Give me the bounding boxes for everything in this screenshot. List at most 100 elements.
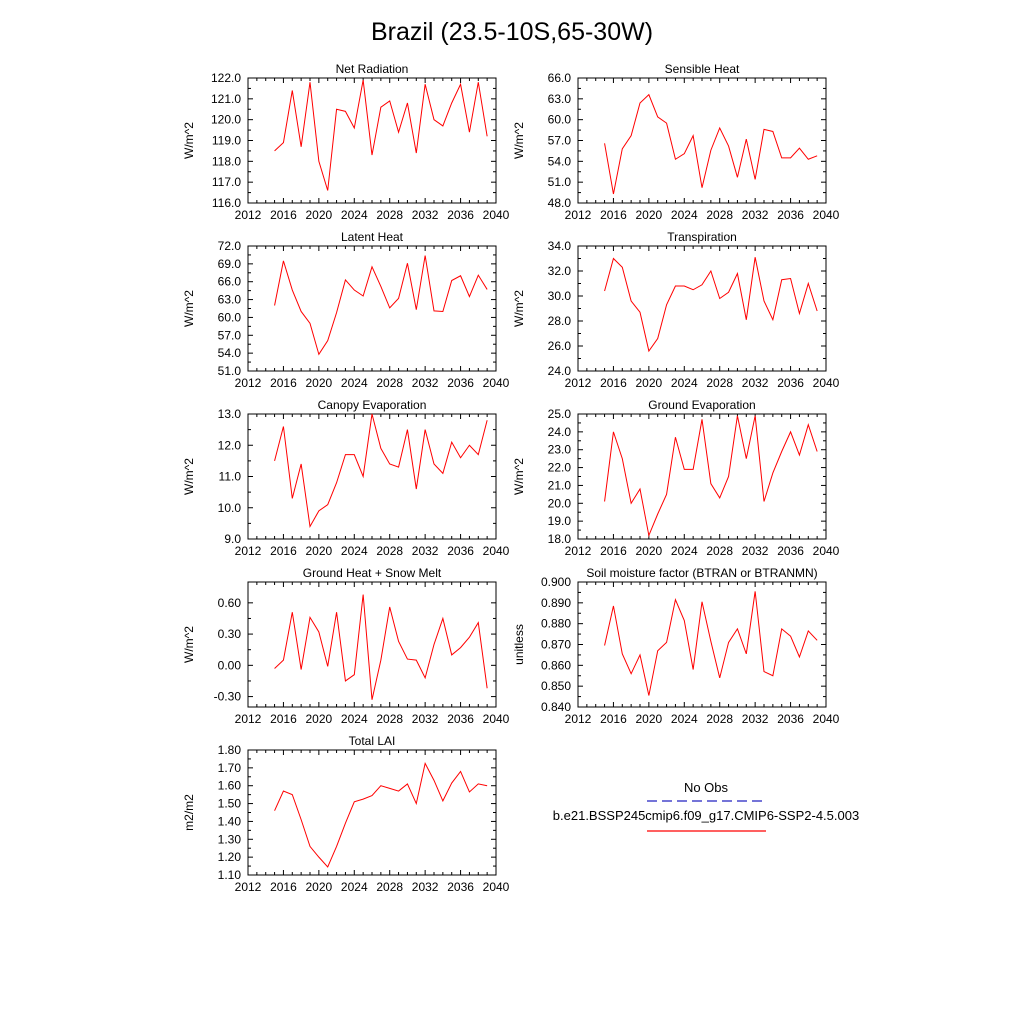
x-tick-label: 2016	[270, 208, 297, 222]
legend-model-label: b.e21.BSSP245cmip6.f09_g17.CMIP6-SSP2-4.…	[553, 808, 859, 823]
plot-frame	[247, 749, 497, 876]
y-axis-label: W/m^2	[182, 458, 196, 495]
x-tick-label: 2020	[306, 880, 333, 894]
series-line-1	[604, 591, 818, 696]
x-tick-label: 2036	[447, 376, 474, 390]
series-line-1	[604, 415, 818, 538]
y-tick-label: 25.0	[548, 407, 572, 421]
y-tick-label: 19.0	[548, 514, 572, 528]
y-tick-label: 9.0	[224, 532, 241, 546]
x-tick-label: 2032	[742, 376, 769, 390]
y-tick-label: 0.00	[218, 658, 242, 672]
y-tick-label: 119.0	[212, 134, 241, 148]
y-tick-label: 121.0	[211, 92, 241, 106]
x-tick-label: 2036	[777, 208, 804, 222]
x-tick-label: 2016	[270, 880, 297, 894]
x-tick-label: 2024	[341, 544, 368, 558]
y-tick-label: 0.840	[541, 700, 571, 714]
y-axis-label: W/m^2	[182, 290, 196, 327]
y-tick-label: 63.0	[548, 92, 572, 106]
y-tick-label: 1.40	[218, 814, 242, 828]
series-line-1	[604, 257, 818, 353]
x-tick-label: 2036	[777, 712, 804, 726]
y-tick-label: 51.0	[218, 364, 242, 378]
panel-5: Canopy Evaporation W/m^2 2012 2016 2020 2024 2…	[182, 398, 510, 558]
x-tick-label: 2032	[412, 712, 439, 726]
y-tick-label: 0.900	[541, 575, 571, 589]
series-line-1	[274, 413, 488, 529]
y-axis-label: W/m^2	[512, 458, 526, 495]
panel-title: Net Radiation	[336, 62, 409, 76]
x-tick-label: 2016	[600, 544, 627, 558]
x-tick-label: 2036	[447, 880, 474, 894]
x-tick-label: 2020	[306, 208, 333, 222]
x-tick-label: 2032	[412, 544, 439, 558]
plot-frame	[577, 413, 827, 540]
series-line-1	[274, 594, 488, 700]
y-tick-label: 1.10	[218, 868, 242, 882]
panel-title: Ground Evaporation	[648, 398, 755, 412]
y-tick-label: 117.0	[212, 175, 241, 189]
y-tick-label: 57.0	[218, 328, 242, 342]
y-axis-label: W/m^2	[182, 626, 196, 663]
figure-title: Brazil (23.5-10S,65-30W)	[371, 18, 653, 46]
y-axis-label: unitless	[512, 624, 526, 665]
y-tick-label: 1.20	[218, 850, 242, 864]
y-tick-label: 122.0	[211, 71, 241, 85]
x-tick-label: 2028	[376, 208, 403, 222]
y-tick-label: 57.0	[548, 134, 572, 148]
x-tick-label: 2016	[270, 544, 297, 558]
x-tick-label: 2020	[636, 208, 663, 222]
x-tick-label: 2036	[777, 376, 804, 390]
x-tick-label: 2032	[412, 376, 439, 390]
y-tick-label: 0.30	[218, 627, 242, 641]
x-tick-label: 2036	[447, 208, 474, 222]
plot-frame	[247, 581, 497, 708]
panel-2: Sensible Heat W/m^2 2012 2016 2020 2024 2028 20…	[512, 62, 840, 222]
x-tick-label: 2040	[813, 544, 840, 558]
x-tick-label: 2016	[600, 376, 627, 390]
y-tick-label: 24.0	[548, 425, 572, 439]
x-tick-label: 2012	[565, 544, 592, 558]
x-tick-label: 2016	[270, 712, 297, 726]
y-axis-label: W/m^2	[512, 290, 526, 327]
x-tick-label: 2024	[671, 544, 698, 558]
panel-9: Total LAI m2/m2 2012 2016 2020 2024 2028 2032 20…	[182, 734, 510, 894]
y-tick-label: 66.0	[548, 71, 572, 85]
panel-6: Ground Evaporation W/m^2 2012 2016 2020 2024 2…	[512, 398, 840, 558]
x-tick-label: 2020	[636, 712, 663, 726]
plot-frame	[247, 77, 497, 204]
y-tick-label: 0.60	[218, 596, 242, 610]
x-tick-label: 2024	[341, 712, 368, 726]
y-tick-label: 54.0	[548, 154, 572, 168]
y-tick-label: 26.0	[548, 339, 572, 353]
y-tick-label: 63.0	[218, 293, 242, 307]
x-tick-label: 2028	[706, 208, 733, 222]
series-line-1	[274, 761, 488, 868]
x-tick-label: 2040	[813, 712, 840, 726]
y-tick-label: 1.30	[218, 832, 242, 846]
y-tick-label: 0.890	[541, 596, 571, 610]
y-tick-label: 66.0	[218, 275, 242, 289]
panel-title: Total LAI	[349, 734, 396, 748]
panel-4: Transpiration W/m^2 2012 2016 2020 2024 2028 20…	[512, 230, 840, 390]
panel-title: Canopy Evaporation	[318, 398, 427, 412]
x-tick-label: 2036	[447, 544, 474, 558]
x-tick-label: 2012	[235, 880, 262, 894]
y-tick-label: 51.0	[548, 175, 572, 189]
y-tick-label: 0.860	[541, 658, 571, 672]
x-tick-label: 2028	[376, 880, 403, 894]
plot-frame	[247, 245, 497, 372]
x-tick-label: 2040	[483, 544, 510, 558]
plot-frame	[247, 413, 497, 540]
y-tick-label: 13.0	[218, 407, 242, 421]
x-tick-label: 2020	[306, 712, 333, 726]
x-tick-label: 2028	[706, 712, 733, 726]
y-tick-label: 18.0	[548, 532, 572, 546]
x-tick-label: 2020	[636, 544, 663, 558]
panel-7: Ground Heat + Snow Melt W/m^2 2012 2016 2020…	[182, 566, 510, 726]
x-tick-label: 2016	[600, 712, 627, 726]
y-tick-label: 1.60	[218, 779, 242, 793]
y-tick-label: 22.0	[548, 461, 572, 475]
